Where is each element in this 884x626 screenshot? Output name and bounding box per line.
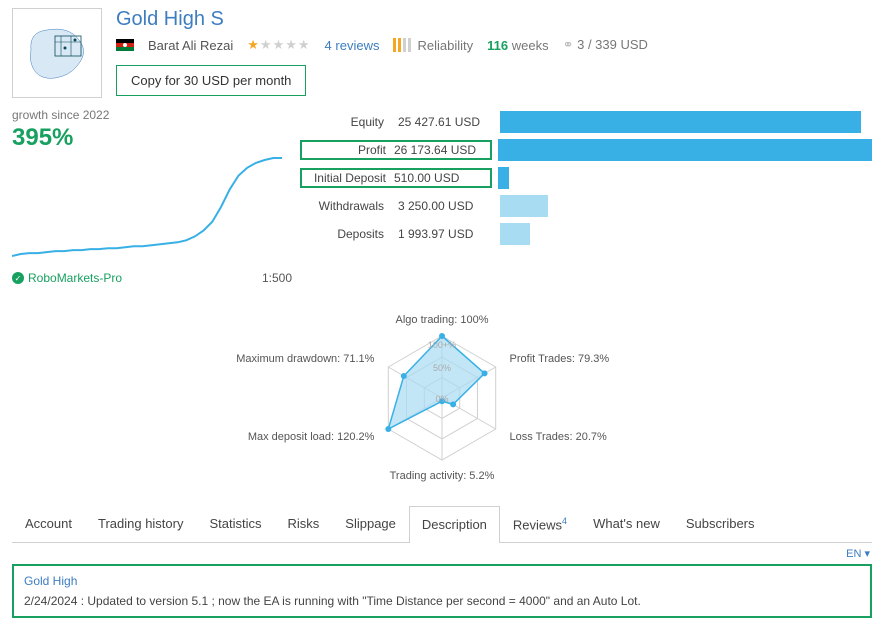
radar-axis-label: Maximum drawdown: 71.1%	[236, 353, 374, 365]
broker-name[interactable]: ✓RoboMarkets-Pro	[12, 271, 122, 285]
stat-value: 1 993.97 USD	[394, 227, 494, 241]
tab-account[interactable]: Account	[12, 505, 85, 542]
stat-label: Equity	[300, 115, 388, 129]
language-selector[interactable]: EN ▾	[12, 543, 872, 564]
description-body: 2/24/2024 : Updated to version 5.1 ; now…	[24, 594, 860, 608]
info-line: Barat Ali Rezai ★★★★★ 4 reviews Reliabil…	[116, 37, 872, 53]
stat-row: Equity 25 427.61 USD	[300, 108, 872, 136]
tab-description[interactable]: Description	[409, 506, 500, 543]
growth-column: growth since 2022 395% ✓RoboMarkets-Pro …	[12, 108, 292, 285]
radar-axis-label: Trading activity: 5.2%	[390, 470, 495, 482]
growth-label: growth since 2022	[12, 108, 292, 122]
header: Gold High S Barat Ali Rezai ★★★★★ 4 revi…	[12, 8, 872, 98]
copy-button[interactable]: Copy for 30 USD per month	[116, 65, 306, 96]
radar-axis-label: Profit Trades: 79.3%	[510, 353, 610, 365]
stat-value: 3 250.00 USD	[394, 199, 494, 213]
signal-logo	[12, 8, 102, 98]
subscribers: ⚭ 3 / 339 USD	[563, 37, 648, 53]
tab-what-s-new[interactable]: What's new	[580, 505, 673, 542]
shield-icon: ✓	[12, 272, 24, 284]
stat-row: Profit26 173.64 USD	[300, 136, 872, 164]
stat-label: Initial Deposit	[302, 171, 390, 185]
stats-column: Equity25 427.61 USDProfit26 173.64 USDIn…	[300, 108, 872, 285]
stat-value: 26 173.64 USD	[390, 143, 490, 157]
svg-text:100+%: 100+%	[428, 340, 456, 350]
svg-text:0%: 0%	[435, 394, 448, 404]
tab-trading-history[interactable]: Trading history	[85, 505, 197, 542]
radar-chart: 0% 50% 100+% Algo trading: 100% Profit Trad…	[12, 293, 872, 493]
radar-axis-label: Loss Trades: 20.7%	[510, 431, 607, 443]
description-title: Gold High	[24, 574, 860, 588]
stat-label: Withdrawals	[300, 199, 388, 213]
growth-value: 395%	[12, 124, 292, 152]
leverage: 1:500	[262, 271, 292, 285]
tab-risks[interactable]: Risks	[275, 505, 333, 542]
tab-reviews[interactable]: Reviews4	[500, 505, 580, 542]
flag-icon	[116, 39, 134, 51]
signal-title: Gold High S	[116, 8, 872, 31]
stat-label: Profit	[302, 143, 390, 157]
reliability-label: Reliability	[417, 38, 473, 53]
description-box: Gold High 2/24/2024 : Updated to version…	[12, 564, 872, 618]
stat-value: 25 427.61 USD	[394, 115, 494, 129]
reviews-link[interactable]: 4 reviews	[325, 38, 380, 53]
stat-label: Deposits	[300, 227, 388, 241]
stat-row: Withdrawals 3 250.00 USD	[300, 192, 872, 220]
author-name[interactable]: Barat Ali Rezai	[148, 38, 233, 53]
tab-subscribers[interactable]: Subscribers	[673, 505, 768, 542]
svg-text:50%: 50%	[433, 363, 451, 373]
stat-row: Deposits 1 993.97 USD	[300, 220, 872, 248]
rating-stars: ★★★★★	[247, 37, 310, 53]
stat-row: Initial Deposit510.00 USD	[300, 164, 872, 192]
stat-value: 510.00 USD	[390, 171, 490, 185]
tab-statistics[interactable]: Statistics	[196, 505, 274, 542]
tab-slippage[interactable]: Slippage	[332, 505, 409, 542]
weeks: 116 weeks	[487, 38, 548, 53]
growth-chart	[12, 152, 282, 262]
radar-axis-label: Max deposit load: 120.2%	[248, 431, 375, 443]
radar-axis-label: Algo trading: 100%	[396, 314, 489, 326]
reliability-icon: Reliability	[393, 38, 473, 53]
tabs: AccountTrading historyStatisticsRisksSli…	[12, 505, 872, 543]
